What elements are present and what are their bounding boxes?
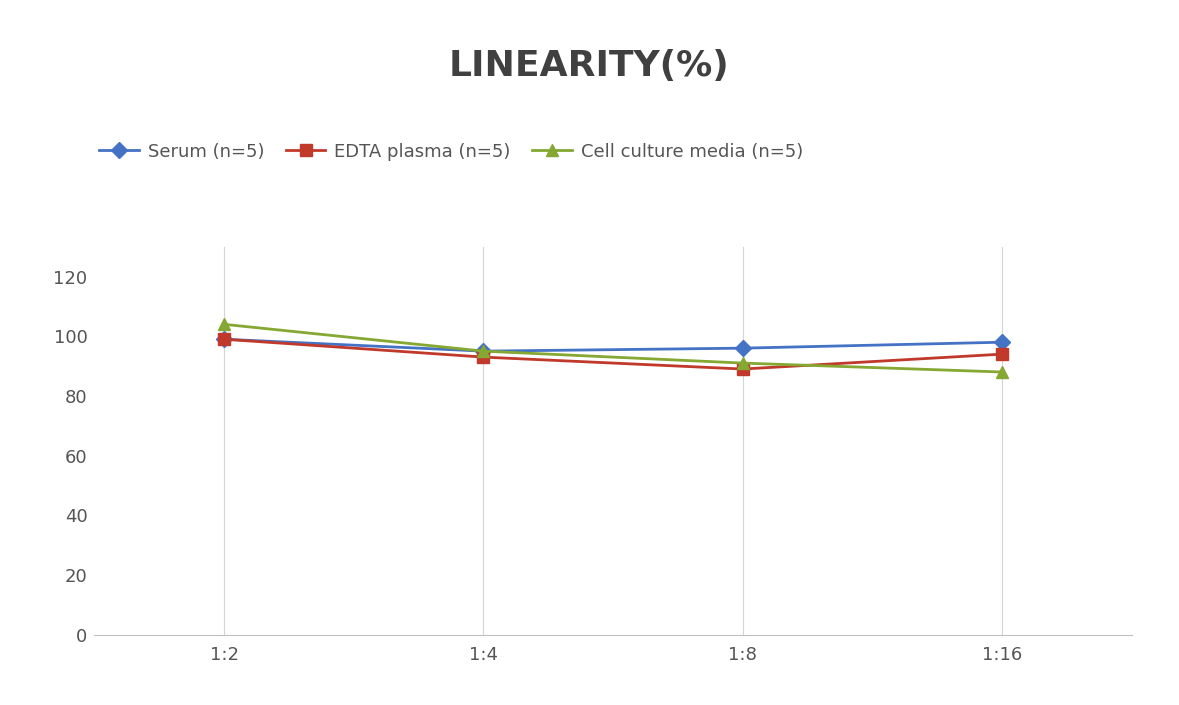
EDTA plasma (n=5): [736, 364, 750, 373]
Line: EDTA plasma (n=5): EDTA plasma (n=5): [218, 333, 1008, 374]
Serum (n=5): [476, 347, 490, 355]
EDTA plasma (n=5): [476, 353, 490, 362]
Cell culture media (n=5): [995, 368, 1009, 376]
Line: Serum (n=5): Serum (n=5): [218, 333, 1008, 357]
Cell culture media (n=5): [217, 320, 231, 329]
Serum (n=5): [995, 338, 1009, 346]
Text: LINEARITY(%): LINEARITY(%): [449, 49, 730, 83]
EDTA plasma (n=5): [995, 350, 1009, 358]
Serum (n=5): [736, 344, 750, 352]
Cell culture media (n=5): [736, 359, 750, 367]
Cell culture media (n=5): [476, 347, 490, 355]
Line: Cell culture media (n=5): Cell culture media (n=5): [218, 319, 1008, 378]
Legend: Serum (n=5), EDTA plasma (n=5), Cell culture media (n=5): Serum (n=5), EDTA plasma (n=5), Cell cul…: [92, 136, 811, 168]
EDTA plasma (n=5): [217, 335, 231, 343]
Serum (n=5): [217, 335, 231, 343]
